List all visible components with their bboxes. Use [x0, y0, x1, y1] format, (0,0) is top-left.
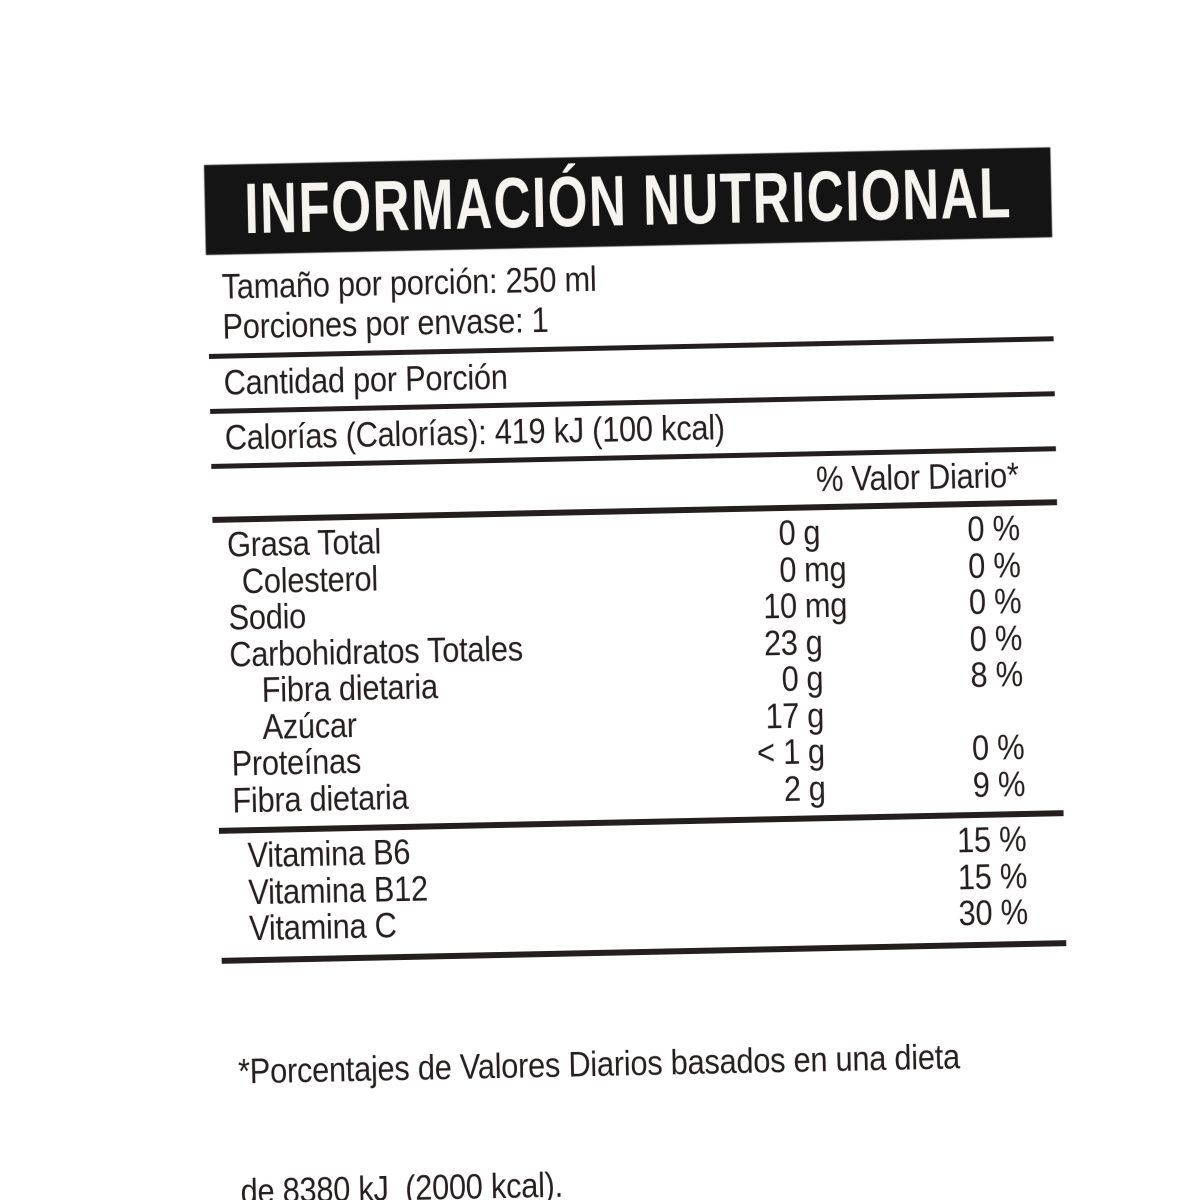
nutrient-daily-value — [882, 693, 1024, 732]
nutrient-amount-unit: g — [802, 513, 821, 553]
vitamin-daily-value: 30 % — [958, 892, 1029, 934]
nutrient-amount-unit: mg — [804, 585, 848, 626]
nutrient-amount-value: 2 — [783, 769, 802, 809]
nutrient-daily-value: 0 % — [969, 618, 1023, 659]
nutrient-daily-value: 0 % — [967, 509, 1021, 550]
nutrient-amount-value: 10 — [762, 586, 798, 627]
nutrient-daily-value: 9 % — [972, 764, 1026, 805]
nutrient-daily-value: 0 % — [971, 727, 1025, 769]
nutrient-name: Fibra dietaria — [231, 777, 409, 821]
nutrition-label-title: INFORMACIÓN NUTRICIONAL — [243, 153, 1013, 249]
nutrient-amount-value: 23 — [763, 623, 799, 663]
nutrition-label-header-bar: INFORMACIÓN NUTRICIONAL — [205, 148, 1052, 254]
nutrient-amount-unit: g — [808, 768, 826, 808]
nutrient-daily-value: 0 % — [967, 545, 1021, 586]
nutrition-label: INFORMACIÓN NUTRICIONAL Tamaño por porci… — [205, 148, 1074, 1200]
nutrients-table: Grasa Total 0 g 0 % Colesterol 0 mg 0 % … — [212, 505, 1063, 828]
nutrient-daily-value: 8 % — [970, 654, 1024, 696]
daily-value-footnote: *Porcentajes de Valores Diarios basados … — [222, 946, 1074, 1200]
nutrient-amount-unit: g — [805, 659, 824, 699]
nutrient-amount-value: 0 — [778, 513, 796, 554]
nutrient-amount-unit: mg — [803, 549, 847, 590]
vitamins-table: Vitamina B6 15 % Vitamina B12 15 % Vitam… — [219, 816, 1066, 957]
footnote-line-2: de 8380 kJ (2000 kcal). — [240, 1165, 564, 1200]
nutrient-amount-unit: g — [805, 622, 823, 663]
serving-info: Tamaño por porción: 250 ml Porciones por… — [207, 250, 1053, 348]
vitamin-name: Vitamina C — [248, 906, 397, 949]
vitamin-daily-value: 15 % — [957, 856, 1028, 897]
nutrient-amount-value: < 1 — [756, 732, 801, 773]
nutrient-daily-value: 0 % — [968, 582, 1022, 623]
vitamin-daily-value: 15 % — [956, 819, 1027, 861]
nutrient-amount-unit: g — [806, 695, 825, 736]
footnote-line-1: *Porcentajes de Valores Diarios basados … — [237, 1036, 961, 1092]
nutrient-amount-unit: g — [807, 732, 826, 772]
nutrient-amount-value: 0 — [781, 659, 799, 700]
